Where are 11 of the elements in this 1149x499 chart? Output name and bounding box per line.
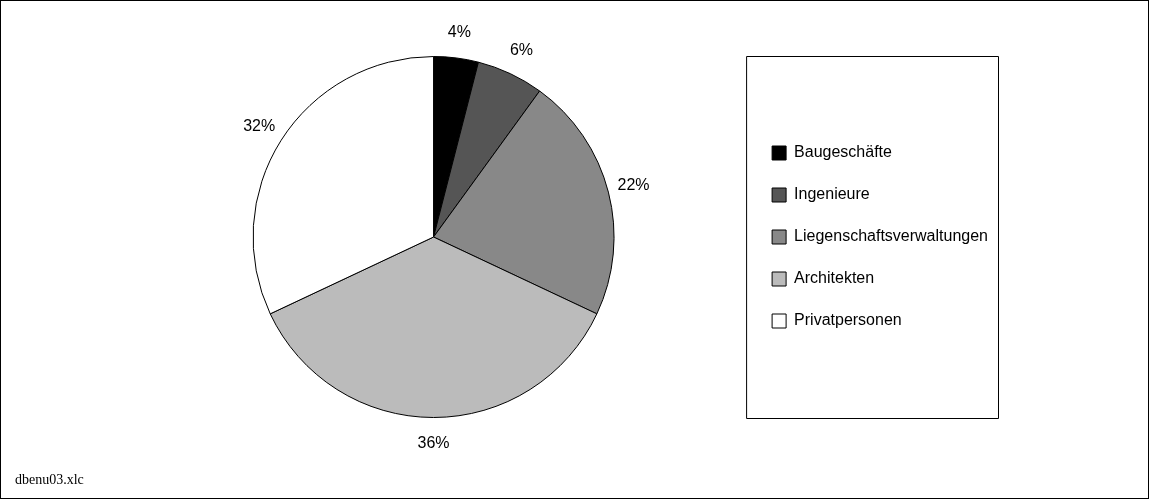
text: dbenu03.xlc [15, 472, 84, 487]
legend-label: Baugeschäfte [794, 143, 893, 161]
data-label: 22% [617, 176, 650, 194]
legend-label: Architekten [794, 269, 875, 287]
data-label: 32% [243, 116, 276, 134]
data-label: 4% [447, 22, 471, 40]
data-label: 6% [509, 40, 534, 58]
legend-label: Liegenschaftsverwaltungen [794, 227, 988, 245]
legend-label: Ingenieure [794, 185, 870, 203]
legend-label: Privatpersonen [794, 311, 902, 329]
data-label: 36% [417, 433, 450, 451]
